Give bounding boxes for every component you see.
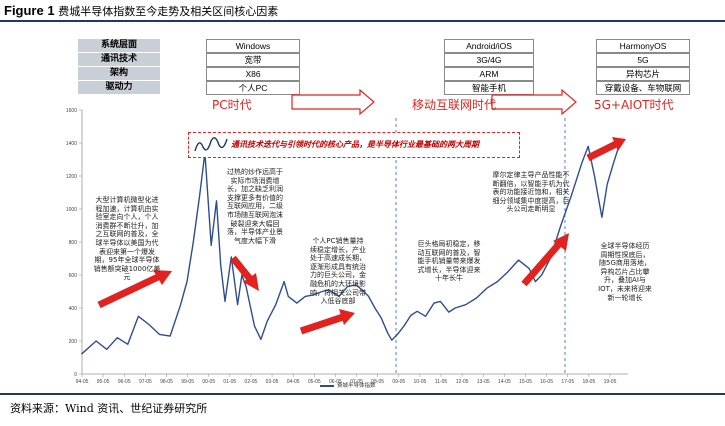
top-rule [0,20,725,22]
annotation-moore-law: 摩尔定律主导产品性能不断翻倍，以智能手机为代表的功能接近饱和，相关细分领域集中度… [492,171,570,214]
trend-arrow [586,140,618,162]
x-tick-label: 07-05 [350,379,363,385]
figure-caption: 费城半导体指数至今走势及相关区间核心因素 [58,5,279,18]
signal-icon [194,137,228,152]
row-label: 通讯技术 [78,53,160,66]
trend-arrow-head [153,270,172,285]
table-cell: 5G [596,53,690,67]
x-tick-label: 19-05 [604,379,617,385]
trend-arrow [299,313,345,335]
table-cell: 个人PC [206,81,300,95]
era-label-5g: 5G+AIOT时代 [594,98,674,112]
x-tick-label: 98-05 [160,379,173,385]
x-tick-label: 14-05 [498,379,511,385]
tick-labels: 0 200 400 600 800 1000 1200 1400 1600 94-05 95-05 9… [66,108,617,385]
annotation-pc-boom: 大型计算机微型化进程加速，计算机由实验室走向个人，个人消费群不断壮升，加之互联网… [93,196,161,282]
y-tick-label: 1600 [66,108,77,114]
figure-label: Figure 1 [4,3,55,18]
annotation-dotcom-bust: 过热的炒作远高于实际市场消费增长，加之缺乏利润支撑更多有价值的互联网应用，二级市… [227,168,283,245]
era-label-pc: PC时代 [212,98,252,112]
y-tick-label: 1000 [66,207,77,213]
y-tick-label: 400 [69,306,78,312]
row-label: 架构 [78,67,160,80]
table-cell: 3G/4G [444,53,534,67]
chart-legend: 费城半导体指数 [320,381,376,389]
table-cell: Windows [206,39,300,53]
x-tick-label: 01-05 [223,379,236,385]
x-tick-label: 12-05 [456,379,469,385]
annotation-5g-cycle: 全球半导体经历周期性探底后，随5G商用落地，异构芯片占比攀升，叠加AI与IOT，… [598,242,652,302]
figure-title: Figure 1 费城半导体指数至今走势及相关区间核心因素 [4,3,278,19]
y-tick-label: 1400 [66,141,77,147]
table-row: 通讯技术 宽带 3G/4G 5G [78,53,712,67]
x-tick-label: 13-05 [477,379,490,385]
era-arrows [291,88,577,116]
trend-arrow [97,273,160,309]
row-label: 驱动力 [78,81,160,94]
x-tick-label: 15-05 [519,379,532,385]
table-cell: 异构芯片 [596,67,690,81]
table-row: 架构 X86 ARM 异构芯片 [78,67,712,81]
annotation-mobile-bull: 巨头格局初稳定，移动互联网的普及，智能手机销量带来爆发式增长，半导体迎来十年长牛 [417,240,481,283]
table-cell: 宽带 [206,53,300,67]
trend-arrow-head [553,233,569,251]
trend-arrow-head [339,309,355,325]
row-label: 系统层面 [78,39,160,52]
source-note: 资料来源：Wind 资讯、世纪证券研究所 [10,402,208,415]
y-tick-label: 200 [69,339,78,345]
x-tick-label: 97-05 [139,379,152,385]
era-arrow-2 [491,88,577,116]
trend-arrow-head [612,137,626,151]
table-cell: 智能手机 [444,81,534,95]
table-cell: HarmonyOS [596,39,690,53]
trend-arrow-head [243,273,259,291]
x-tick-label: 03-05 [266,379,279,385]
y-tick-label: 0 [74,372,77,378]
theme-text: 通讯技术迭代与引领时代的核心产品，是半导体行业最基础的两大周期 [231,139,479,149]
x-tick-label: 95-05 [97,379,110,385]
legend-label: 费城半导体指数 [337,383,376,389]
table-cell: 穿戴设备、车物联网 [596,81,690,95]
x-tick-label: 96-05 [118,379,131,385]
x-tick-label: 11-05 [435,379,448,385]
annotation-pc-growth: 个人PC销售量持续稳定增长，产业处于高速成长期，逐渐形成具有统治力的巨头公司，金… [310,237,366,306]
x-tick-label: 17-05 [561,379,574,385]
x-tick-label: 18-05 [582,379,595,385]
x-tick-label: 00-05 [202,379,215,385]
theme-callout: 通讯技术迭代与引领时代的核心产品，是半导体行业最基础的两大周期 [188,132,520,158]
x-tick-label: 94-05 [76,379,89,385]
x-tick-label: 02-05 [245,379,258,385]
era-arrow-1 [291,88,375,116]
x-tick-label: 10-05 [413,379,426,385]
bottom-rule [0,393,725,395]
x-tick-label: 16-05 [540,379,553,385]
x-tick-label: 09-05 [392,379,405,385]
table-row: 驱动力 个人PC 智能手机 穿戴设备、车物联网 [78,81,712,95]
x-tick-label: 99-05 [181,379,194,385]
legend-swatch [320,384,334,387]
y-tick-label: 1200 [66,174,77,180]
y-tick-label: 600 [69,273,78,279]
table-cell: ARM [444,67,534,81]
x-tick-label: 04-05 [287,379,300,385]
table-row: 系统层面 Windows Android/iOS HarmonyOS [78,39,712,53]
x-tick-label: 05-05 [308,379,321,385]
y-tick-label: 800 [69,240,78,246]
table-cell: X86 [206,67,300,81]
x-tick-label: 08-05 [371,379,384,385]
trend-arrow [521,240,563,287]
table-cell: Android/iOS [444,39,534,53]
x-tick-label: 06-05 [329,379,342,385]
era-label-mobile: 移动互联网时代 [412,98,497,112]
trend-arrows [97,137,626,335]
trend-arrow [230,255,253,282]
